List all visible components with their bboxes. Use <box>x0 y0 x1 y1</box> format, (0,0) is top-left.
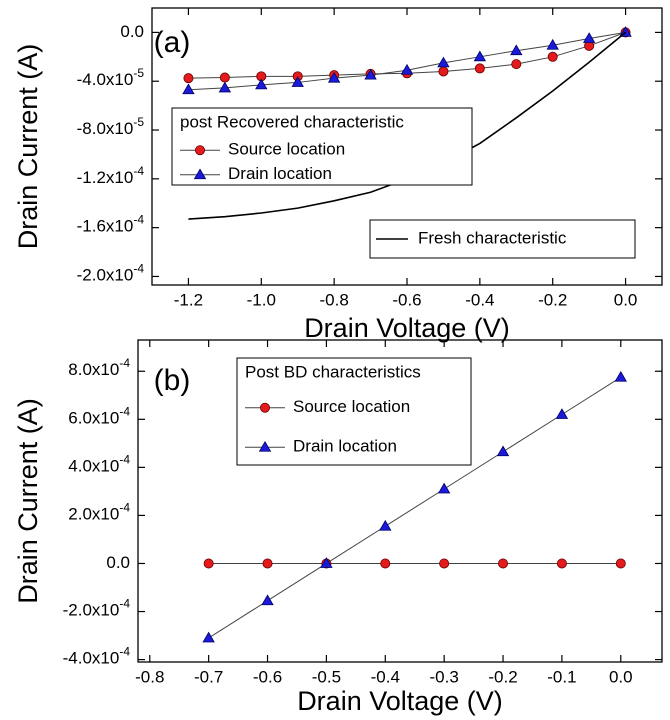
y-tick-label: 8.0x10-4 <box>68 356 130 379</box>
series-line <box>188 31 626 91</box>
marker <box>219 72 230 83</box>
y-tick-label: -1.2x10-4 <box>77 164 145 187</box>
x-tick-label: -1.0 <box>247 290 276 309</box>
x-tick-label: -0.2 <box>538 290 567 309</box>
marker <box>258 440 272 452</box>
x-axis-title: Drain Voltage (V) <box>304 313 510 343</box>
marker <box>320 557 333 568</box>
y-axis-title: Drain Current (A) <box>13 398 43 604</box>
marker <box>438 66 449 77</box>
panel-label: (a) <box>154 26 191 59</box>
marker <box>379 519 392 531</box>
marker <box>547 51 558 62</box>
legend-box <box>171 107 473 186</box>
marker <box>439 558 450 569</box>
marker <box>496 445 510 457</box>
marker <box>615 558 626 569</box>
x-tick-label: 0.0 <box>609 667 633 686</box>
legend-box <box>369 219 636 259</box>
marker <box>614 370 627 382</box>
y-tick-label: -4.0x10-5 <box>77 66 145 89</box>
y-tick-label: 2.0x10-4 <box>68 501 130 524</box>
x-tick-label: -0.3 <box>430 667 459 686</box>
legend-label: Fresh characteristic <box>418 228 567 247</box>
x-tick-label: -0.4 <box>371 667 400 686</box>
y-tick-label: -2.0x10-4 <box>77 262 145 285</box>
y-tick-label: 4.0x10-4 <box>68 453 130 476</box>
marker <box>194 145 205 156</box>
legend-title: Post BD characteristics <box>245 362 421 381</box>
marker <box>510 44 523 56</box>
marker <box>261 594 274 606</box>
x-tick-label: 0.0 <box>614 290 638 309</box>
marker <box>556 558 567 569</box>
y-tick-label: -2.0x10-4 <box>63 597 131 620</box>
marker <box>193 168 207 180</box>
marker <box>262 558 273 569</box>
marker <box>291 76 304 87</box>
x-tick-label: -0.8 <box>135 667 164 686</box>
y-tick-label: 0.0 <box>106 553 130 572</box>
marker <box>437 56 450 68</box>
marker <box>259 402 270 413</box>
y-tick-label: -4.0x10-4 <box>63 645 131 668</box>
legend-label: Drain location <box>228 164 332 183</box>
marker <box>203 558 214 569</box>
plot-frame <box>137 339 663 663</box>
y-tick-label: 6.0x10-4 <box>68 404 130 427</box>
y-tick-label: 0.0 <box>120 22 144 41</box>
marker <box>255 78 268 90</box>
x-tick-label: -0.6 <box>392 290 421 309</box>
panel-label: (b) <box>154 364 191 397</box>
x-tick-label: -0.5 <box>312 667 341 686</box>
marker <box>202 631 215 643</box>
marker <box>555 408 569 419</box>
marker <box>511 59 522 70</box>
x-tick-label: -0.7 <box>194 667 223 686</box>
marker <box>498 558 509 569</box>
x-tick-label: -1.2 <box>174 290 203 309</box>
y-axis-title: Drain Current (A) <box>13 44 43 250</box>
x-axis-title: Drain Voltage (V) <box>297 686 503 716</box>
legend-label: Source location <box>293 397 410 416</box>
x-tick-label: -0.2 <box>488 667 517 686</box>
marker <box>364 68 377 80</box>
marker <box>327 71 341 83</box>
legend-title: post Recovered characteristic <box>180 112 404 131</box>
series-line <box>208 376 622 639</box>
marker <box>380 558 391 569</box>
x-tick-label: -0.6 <box>253 667 282 686</box>
marker <box>474 63 485 74</box>
marker <box>473 50 487 62</box>
legend-label: Drain location <box>293 437 397 456</box>
marker <box>182 83 195 95</box>
marker <box>437 482 451 494</box>
marker <box>183 73 194 84</box>
y-tick-label: -8.0x10-5 <box>77 115 145 138</box>
legend-label: Source location <box>228 140 345 159</box>
x-tick-label: -0.4 <box>465 290 494 309</box>
x-tick-label: -0.1 <box>547 667 576 686</box>
marker <box>218 81 232 93</box>
marker <box>582 32 596 43</box>
y-tick-label: -1.6x10-4 <box>77 213 145 236</box>
marker <box>546 38 559 50</box>
x-tick-label: -0.8 <box>319 290 348 309</box>
marker <box>400 63 414 75</box>
